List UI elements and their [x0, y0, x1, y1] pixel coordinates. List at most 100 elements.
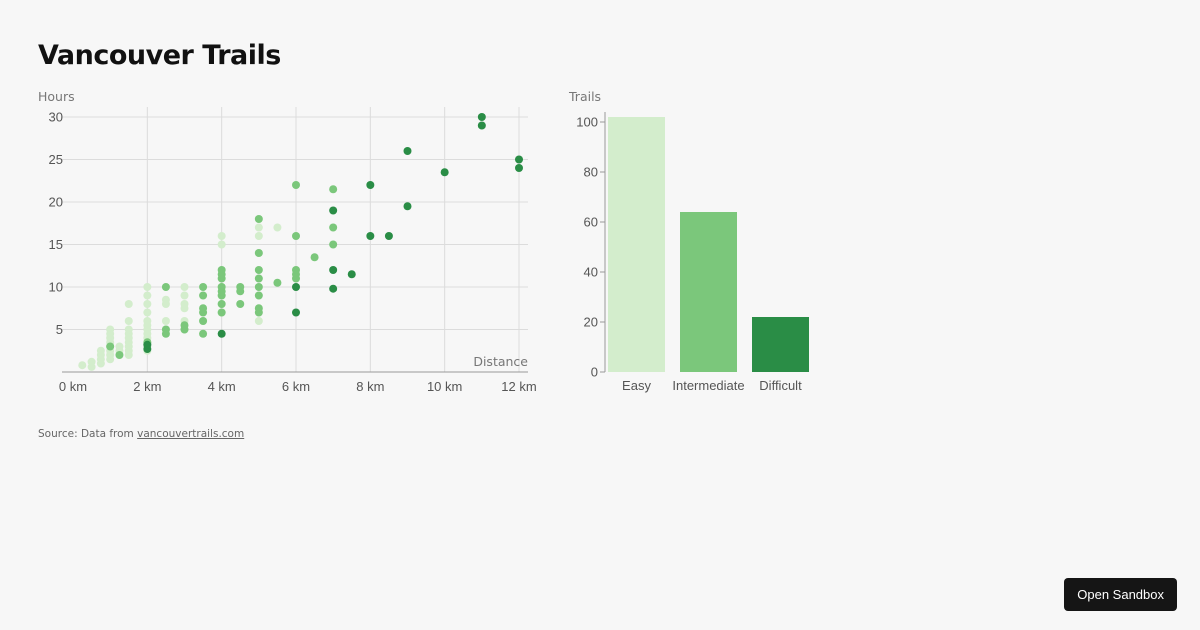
scatter-point [161, 283, 170, 291]
scatter-point [143, 283, 152, 291]
bar-y-tick-label: 100 [576, 115, 598, 130]
y-tick-label: 5 [56, 322, 63, 337]
source-link[interactable]: vancouvertrails.com [137, 428, 245, 440]
bar-y-tick-label: 60 [584, 215, 598, 230]
scatter-point [199, 317, 208, 325]
bar-y-tick-label: 80 [584, 165, 598, 180]
scatter-point [217, 329, 226, 338]
scatter-point [199, 291, 208, 300]
bar-easy [608, 117, 665, 372]
scatter-point [217, 308, 226, 317]
scatter-point [254, 249, 263, 257]
scatter-point [366, 181, 375, 189]
scatter-point [143, 300, 152, 308]
scatter-point [292, 181, 300, 189]
x-tick-label: 12 km [501, 379, 536, 394]
scatter-point [254, 232, 263, 240]
bar-y-axis-title: Trails [568, 89, 601, 104]
bar-y-tick-label: 40 [584, 265, 598, 280]
scatter-chart: 5 10 15 20 25 30 0 km 2 km 4 km 6 km 8 km 10 km 12 k… [38, 89, 537, 394]
scatter-point [217, 300, 226, 308]
y-tick-label: 30 [49, 110, 63, 125]
scatter-point [329, 206, 338, 215]
x-tick-label: 0 km [59, 379, 87, 394]
scatter-point [217, 283, 226, 291]
bar-category-label: Difficult [759, 378, 802, 393]
scatter-point [329, 266, 338, 274]
scatter-point [254, 215, 263, 223]
scatter-point [254, 283, 263, 291]
bar-category-label: Intermediate [672, 378, 744, 393]
scatter-point [273, 223, 282, 232]
scatter-point [180, 300, 189, 308]
x-tick-label: 8 km [356, 379, 384, 394]
scatter-point [403, 147, 412, 155]
scatter-point [292, 283, 300, 291]
scatter-point [236, 283, 245, 291]
scatter-point [106, 342, 115, 351]
scatter-point [515, 155, 523, 164]
scatter-point [161, 325, 170, 334]
bar-difficult [752, 317, 809, 372]
x-tick-label: 6 km [282, 379, 310, 394]
scatter-point [96, 346, 105, 355]
scatter-point [161, 295, 170, 304]
scatter-point [236, 300, 245, 308]
scatter-point [515, 164, 523, 172]
bar-category-label: Easy [622, 378, 651, 393]
scatter-point [384, 232, 393, 240]
scatter-point [366, 232, 375, 240]
source-prefix: Source: Data from [38, 428, 138, 440]
bar-y-tick-label: 0 [591, 365, 598, 380]
x-tick-label: 10 km [427, 379, 462, 394]
scatter-point [143, 340, 152, 349]
scatter-point [310, 253, 319, 262]
scatter-point [292, 266, 300, 274]
page-title: Vancouver Trails [38, 40, 281, 71]
scatter-point [124, 317, 133, 325]
scatter-point [273, 278, 282, 287]
scatter-point [124, 300, 133, 308]
scatter-point [106, 325, 115, 334]
scatter-point [477, 113, 486, 121]
scatter-point [143, 308, 152, 317]
scatter-point [329, 223, 338, 232]
scatter-point [115, 351, 124, 359]
bar-intermediate [680, 212, 737, 372]
scatter-point [180, 283, 189, 291]
scatter-point [440, 168, 449, 177]
scatter-point [199, 283, 208, 291]
scatter-point [217, 232, 226, 240]
scatter-point [254, 317, 263, 325]
x-tick-label: 4 km [208, 379, 236, 394]
y-tick-label: 15 [49, 237, 63, 252]
scatter-point [403, 202, 412, 211]
scatter-point [78, 361, 87, 370]
y-tick-label: 10 [49, 280, 63, 295]
scatter-point [254, 266, 263, 274]
scatter-point [292, 232, 300, 240]
scatter-point [115, 342, 124, 351]
scatter-point [199, 329, 208, 338]
scatter-point [347, 270, 356, 279]
scatter-point [87, 357, 96, 366]
source-note: Source: Data from vancouvertrails.com [38, 428, 244, 440]
y-axis-title: Hours [38, 89, 75, 104]
scatter-point [329, 240, 338, 249]
y-tick-label: 25 [49, 152, 63, 167]
x-axis-title: Distance [473, 354, 528, 369]
open-sandbox-button[interactable]: Open Sandbox [1064, 578, 1177, 611]
scatter-point [180, 321, 189, 330]
scatter-point [254, 291, 263, 300]
y-tick-label: 20 [49, 195, 63, 210]
scatter-point [254, 274, 263, 283]
scatter-point [217, 266, 226, 274]
scatter-point [329, 185, 338, 194]
scatter-point [254, 223, 263, 232]
scatter-point [292, 308, 300, 317]
scatter-point [477, 121, 486, 130]
scatter-point [124, 325, 133, 334]
scatter-point [143, 317, 152, 325]
scatter-point [180, 291, 189, 300]
scatter-point [199, 304, 208, 313]
